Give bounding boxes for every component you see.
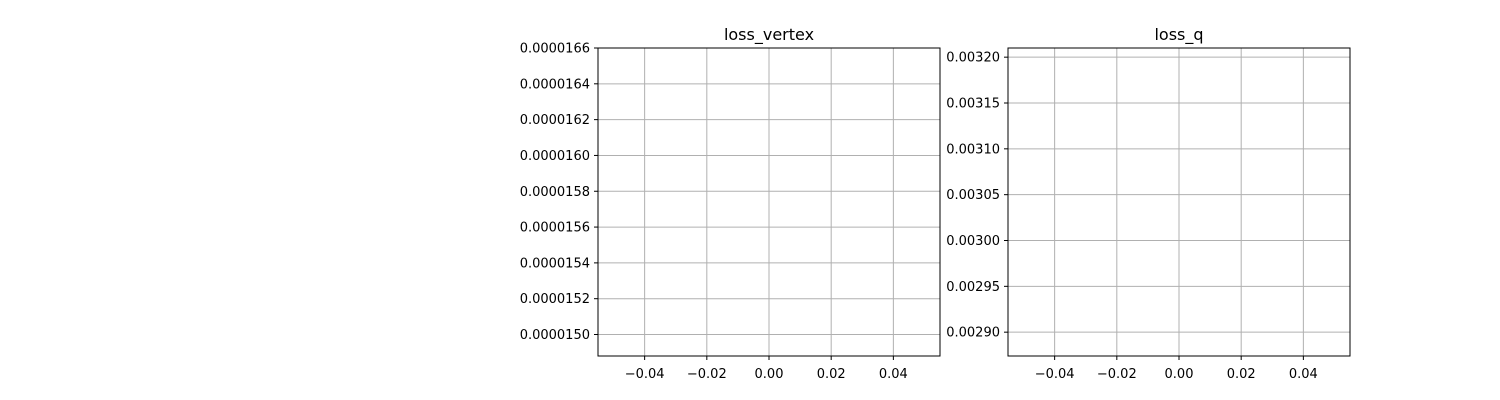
y-tick-label: 0.00300 xyxy=(946,234,1000,249)
chart-title: loss_vertex xyxy=(724,25,814,45)
y-tick-label: 0.0000166 xyxy=(520,42,590,57)
y-tick-label: 0.00295 xyxy=(946,280,1000,295)
y-tick-label: 0.0000154 xyxy=(520,256,590,271)
y-tick-label: 0.0000156 xyxy=(520,221,590,236)
x-tick-label: 0.00 xyxy=(755,367,784,382)
y-tick-label: 0.0000150 xyxy=(520,328,590,343)
y-tick-label: 0.00310 xyxy=(946,142,1000,157)
axes-frame xyxy=(1007,47,1351,357)
chart-title: loss_q xyxy=(1154,25,1203,45)
y-tick-label: 0.0000164 xyxy=(520,77,590,92)
y-tick-label: 0.00315 xyxy=(946,97,1000,112)
y-tick-label: 0.00320 xyxy=(946,51,1000,66)
x-tick-label: 0.04 xyxy=(879,367,908,382)
x-tick-label: 0.02 xyxy=(1227,367,1256,382)
axes-frame xyxy=(597,47,941,357)
x-tick-label: −0.04 xyxy=(1035,367,1075,382)
x-tick-label: 0.00 xyxy=(1165,367,1194,382)
chart-loss-vertex: −0.04 −0.02 0.00 0.02 0.04 0.0000150 0.0000152… xyxy=(520,25,941,382)
y-tick-label: 0.0000152 xyxy=(520,292,590,307)
chart-loss-q: −0.04 −0.02 0.00 0.02 0.04 0.00290 0.00295 0.00… xyxy=(946,25,1351,382)
y-tick-label: 0.0000158 xyxy=(520,185,590,200)
y-tick-label: 0.0000162 xyxy=(520,113,590,128)
x-tick-label: 0.04 xyxy=(1289,367,1318,382)
x-tick-label: 0.02 xyxy=(817,367,846,382)
y-tick-label: 0.00305 xyxy=(946,188,1000,203)
y-tick-label: 0.00290 xyxy=(946,326,1000,341)
x-tick-label: −0.02 xyxy=(1097,367,1137,382)
x-tick-label: −0.04 xyxy=(625,367,665,382)
y-tick-label: 0.0000160 xyxy=(520,149,590,164)
x-tick-label: −0.02 xyxy=(687,367,727,382)
